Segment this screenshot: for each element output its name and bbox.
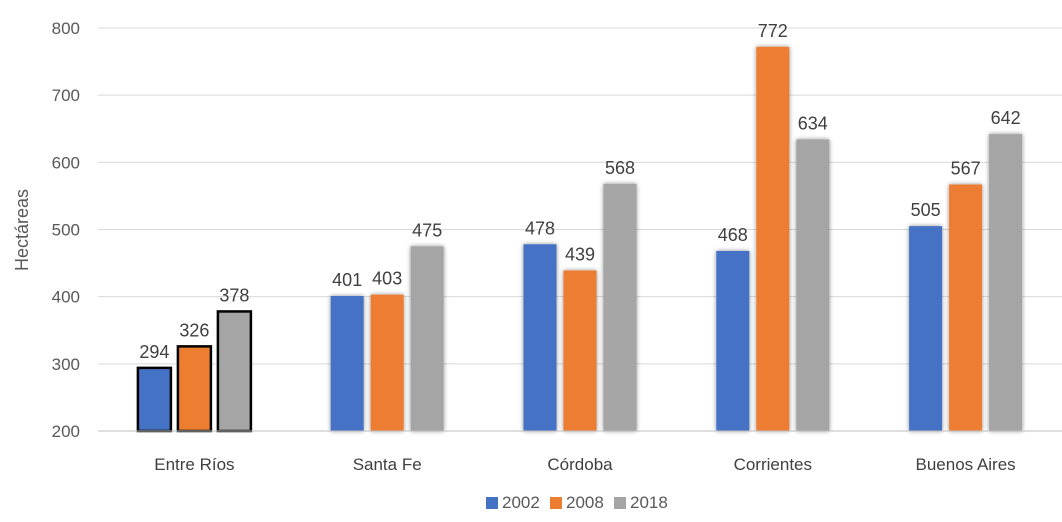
- bar-2008: [176, 345, 213, 433]
- bar-2008: [563, 270, 597, 431]
- bar-2008: [949, 184, 983, 431]
- data-labels: 294 326 378 401 403 475 478 439 568 468 772 634 505 5…: [139, 21, 1020, 362]
- legend-item: 2018: [614, 493, 668, 512]
- data-label: 568: [605, 158, 635, 178]
- y-tick-label: 200: [52, 422, 80, 441]
- bar-2018: [216, 310, 253, 433]
- x-axis-categories: Entre Ríos Santa Fe Córdoba Corrientes Bueno…: [154, 455, 1015, 474]
- y-tick-label: 600: [52, 153, 80, 172]
- data-label: 772: [758, 21, 788, 41]
- x-tick-label: Córdoba: [547, 455, 613, 474]
- bar-2008: [756, 46, 790, 431]
- x-tick-label: Entre Ríos: [154, 455, 234, 474]
- data-label: 401: [332, 270, 362, 290]
- bar-2018: [603, 183, 637, 431]
- data-label: 475: [412, 220, 442, 240]
- data-label: 439: [565, 244, 595, 264]
- data-label: 468: [718, 225, 748, 245]
- x-tick-label: Corrientes: [734, 455, 812, 474]
- bar-2002: [330, 295, 364, 431]
- legend-item: 2002: [486, 493, 540, 512]
- bar-2018: [989, 134, 1023, 431]
- y-tick-label: 500: [52, 221, 80, 240]
- legend-label: 2002: [502, 493, 540, 512]
- data-label: 294: [139, 342, 169, 362]
- y-tick-label: 300: [52, 355, 80, 374]
- y-axis-label: Hectáreas: [12, 189, 32, 271]
- y-axis-ticks: 200 300 400 500 600 700 800: [52, 19, 80, 441]
- bar-2018: [796, 139, 830, 431]
- legend-swatch: [550, 497, 562, 509]
- x-tick-label: Buenos Aires: [916, 455, 1016, 474]
- data-label: 403: [372, 269, 402, 289]
- legend-label: 2018: [630, 493, 668, 512]
- legend-swatch: [486, 497, 498, 509]
- data-label: 326: [179, 320, 209, 340]
- bar-2002: [136, 366, 173, 433]
- data-label: 378: [219, 285, 249, 305]
- data-label: 642: [991, 108, 1021, 128]
- legend-item: 2008: [550, 493, 604, 512]
- bar-2008: [370, 294, 404, 431]
- x-tick-label: Santa Fe: [353, 455, 422, 474]
- legend-label: 2008: [566, 493, 604, 512]
- bars: [136, 46, 1023, 433]
- bar-2002: [523, 244, 557, 431]
- data-label: 505: [911, 200, 941, 220]
- bar-2002: [716, 250, 750, 431]
- legend: 2002 2008 2018: [486, 493, 668, 512]
- y-tick-label: 700: [52, 86, 80, 105]
- data-label: 478: [525, 218, 555, 238]
- bar-2002: [909, 226, 943, 431]
- y-tick-label: 800: [52, 19, 80, 38]
- y-tick-label: 400: [52, 288, 80, 307]
- legend-swatch: [614, 497, 626, 509]
- data-label: 567: [951, 158, 981, 178]
- bar-2018: [410, 246, 444, 431]
- data-label: 634: [798, 113, 828, 133]
